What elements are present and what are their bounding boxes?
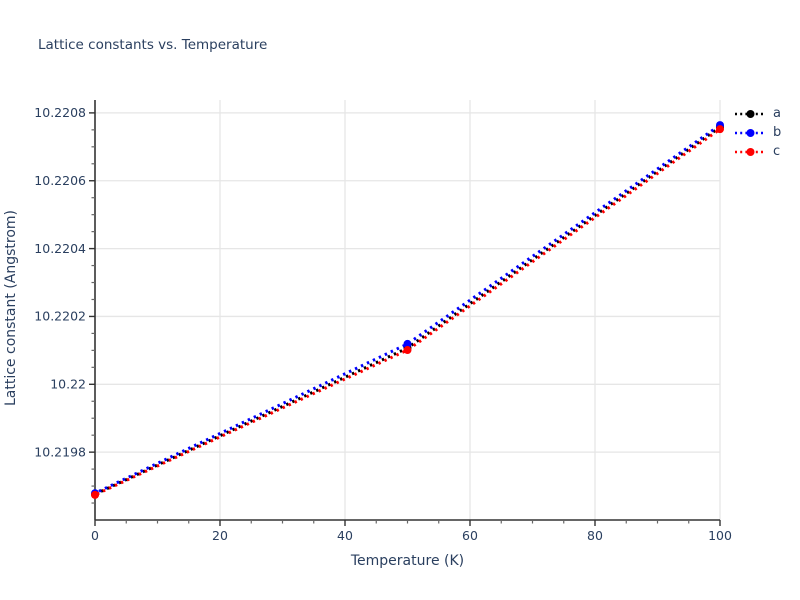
data-point-c	[403, 346, 412, 355]
series-line-c	[94, 127, 721, 497]
data-point-c	[716, 125, 724, 134]
y-tick-label: 10.2206	[34, 173, 86, 188]
x-tick-label: 0	[91, 528, 99, 543]
legend-item-c[interactable]: c	[734, 142, 781, 161]
legend-label-b: b	[773, 125, 782, 140]
x-tick-label: 40	[337, 528, 353, 543]
series-line-b	[94, 123, 721, 495]
legend-item-b[interactable]: b	[734, 123, 781, 142]
y-tick-label: 10.2198	[34, 444, 86, 459]
legend-marker-icon	[746, 147, 755, 156]
y-tick-label: 10.2202	[34, 309, 86, 324]
data-point-b	[403, 339, 412, 348]
x-axis-title: Temperature (K)	[350, 553, 465, 569]
legend-sample-b	[735, 128, 766, 137]
legend-sample-c	[735, 147, 766, 156]
legend-item-a[interactable]: a	[734, 104, 781, 123]
legend-label-c: c	[773, 144, 781, 159]
y-tick-label: 10.2204	[34, 241, 86, 256]
x-tick-label: 20	[212, 528, 228, 543]
x-tick-label: 80	[587, 528, 603, 543]
legend-marker-icon	[746, 109, 755, 118]
legend-marker-icon	[746, 128, 755, 137]
y-tick-label: 10.2208	[34, 105, 86, 120]
data-point-c	[91, 490, 99, 499]
legend-label-a: a	[773, 106, 781, 121]
legend-sample-a	[735, 109, 766, 118]
x-tick-label: 100	[708, 528, 732, 543]
chart-title: Lattice constants vs. Temperature	[38, 37, 268, 53]
y-tick-label: 10.22	[50, 377, 86, 392]
x-tick-label: 60	[462, 528, 478, 543]
series-line-a	[94, 125, 721, 496]
